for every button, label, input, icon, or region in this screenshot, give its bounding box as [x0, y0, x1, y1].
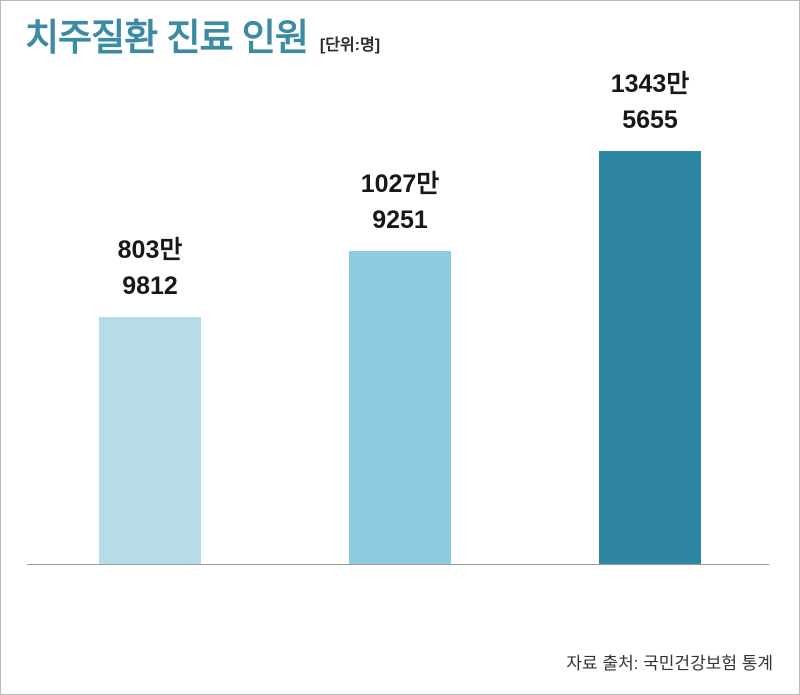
bar-2011 [99, 317, 201, 564]
bar-value-label-2015-line1: 1343만 [610, 70, 690, 98]
bar-2015 [599, 151, 701, 564]
bar-value-label-2011-line1: 803만 [117, 236, 183, 264]
bar-2013 [349, 251, 451, 564]
chart-header: 치주질환 진료 인원 [단위:명] [25, 19, 380, 56]
bar-value-label-2013-line1: 1027만 [360, 170, 440, 198]
x-axis-baseline [27, 564, 769, 565]
bar-value-label-2011: 803만 9812 [59, 233, 241, 304]
bar-value-label-2013: 1027만 9251 [309, 167, 491, 238]
page-title: 치주질환 진료 인원 [25, 17, 309, 58]
bar-value-label-2013-line2: 9251 [372, 205, 428, 234]
bar-value-label-2015-line2: 5655 [622, 105, 678, 134]
unit-note: [단위:명] [319, 37, 381, 54]
bar-value-label-2015: 1343만 5655 [559, 67, 741, 138]
source-note: 자료 출처: 국민건강보험 통계 [566, 654, 773, 673]
bar-value-label-2011-line2: 9812 [122, 271, 178, 300]
